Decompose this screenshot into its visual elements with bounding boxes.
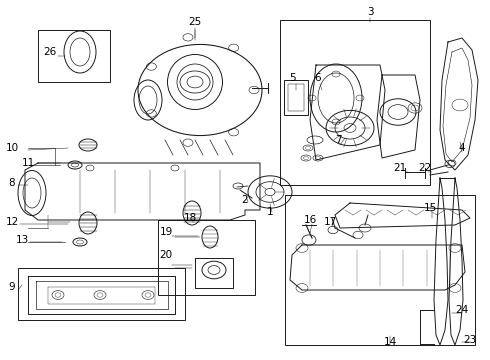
Text: 8: 8 (9, 178, 15, 188)
Text: 2: 2 (242, 195, 248, 205)
Text: 7: 7 (335, 135, 342, 145)
Text: 24: 24 (455, 305, 468, 315)
Text: 10: 10 (5, 143, 19, 153)
Text: 5: 5 (290, 73, 296, 83)
Text: 17: 17 (323, 217, 337, 227)
Bar (38, 30, 110, 82)
Text: 11: 11 (22, 158, 35, 168)
Text: 26: 26 (44, 47, 57, 57)
Text: 3: 3 (367, 7, 373, 17)
Text: 16: 16 (303, 215, 317, 225)
Text: 4: 4 (459, 143, 466, 153)
Text: 25: 25 (188, 17, 201, 27)
Bar (284, 80, 308, 115)
Text: 15: 15 (423, 203, 437, 213)
Bar (18, 268, 185, 320)
Text: 6: 6 (315, 73, 321, 83)
Text: 9: 9 (9, 282, 15, 292)
Text: 14: 14 (383, 337, 396, 347)
Text: 20: 20 (159, 250, 172, 260)
Text: 23: 23 (464, 335, 477, 345)
Text: 18: 18 (183, 213, 196, 223)
Text: 13: 13 (15, 235, 28, 245)
Bar (288, 84, 304, 111)
Text: 22: 22 (418, 163, 432, 173)
Text: 12: 12 (5, 217, 19, 227)
Bar (158, 220, 255, 295)
Text: 1: 1 (267, 207, 273, 217)
Text: 19: 19 (159, 227, 172, 237)
Bar (285, 195, 475, 345)
Text: 21: 21 (393, 163, 407, 173)
Bar (280, 20, 430, 185)
